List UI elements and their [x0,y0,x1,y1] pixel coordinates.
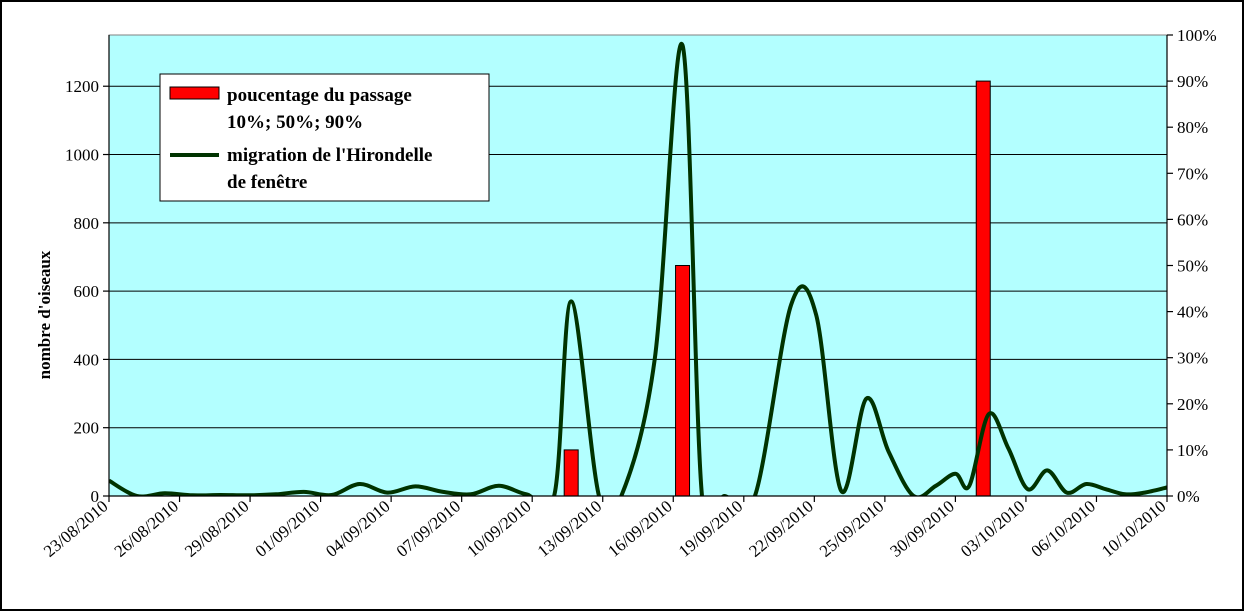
migration-line [109,41,1167,496]
line-series [109,41,1167,496]
bar [563,449,579,497]
legend-bar-label-line1: poucentage du passage [227,85,412,106]
right-tick-label: 100% [1177,26,1217,45]
left-tick-label: 0 [91,487,100,506]
y-axis-title: nombre d'oiseaux [35,250,54,379]
left-tick-label: 800 [74,214,100,233]
legend-bar-label-line2: 10%; 50%; 90% [227,112,363,133]
right-axis-ticks: 0% 10% 20% 30% 40% 50% 60% 70% 80% 90% 100% [1167,26,1217,506]
right-tick-label: 50% [1177,257,1208,276]
bar [675,265,691,497]
right-tick-label: 80% [1177,118,1208,137]
bar-series [563,80,991,497]
right-tick-label: 70% [1177,164,1208,183]
left-tick-label: 400 [74,350,100,369]
left-tick-label: 600 [74,282,100,301]
right-tick-label: 0% [1177,487,1200,506]
right-tick-label: 90% [1177,72,1208,91]
legend-line-label-line1: migration de l'Hirondelle [227,145,432,166]
left-tick-label: 200 [74,419,100,438]
legend-line-label-line2: de fenêtre [227,172,307,193]
left-tick-label: 1000 [65,146,99,165]
legend-bar-swatch [169,86,220,100]
legend: poucentage du passage 10%; 50%; 90% migr… [159,73,490,202]
left-axis-ticks: 0 200 400 600 800 1000 1200 [65,77,109,506]
right-tick-label: 10% [1177,441,1208,460]
left-tick-label: 1200 [65,77,99,96]
right-tick-label: 20% [1177,395,1208,414]
right-tick-label: 30% [1177,349,1208,368]
right-tick-label: 40% [1177,303,1208,322]
right-tick-label: 60% [1177,210,1208,229]
